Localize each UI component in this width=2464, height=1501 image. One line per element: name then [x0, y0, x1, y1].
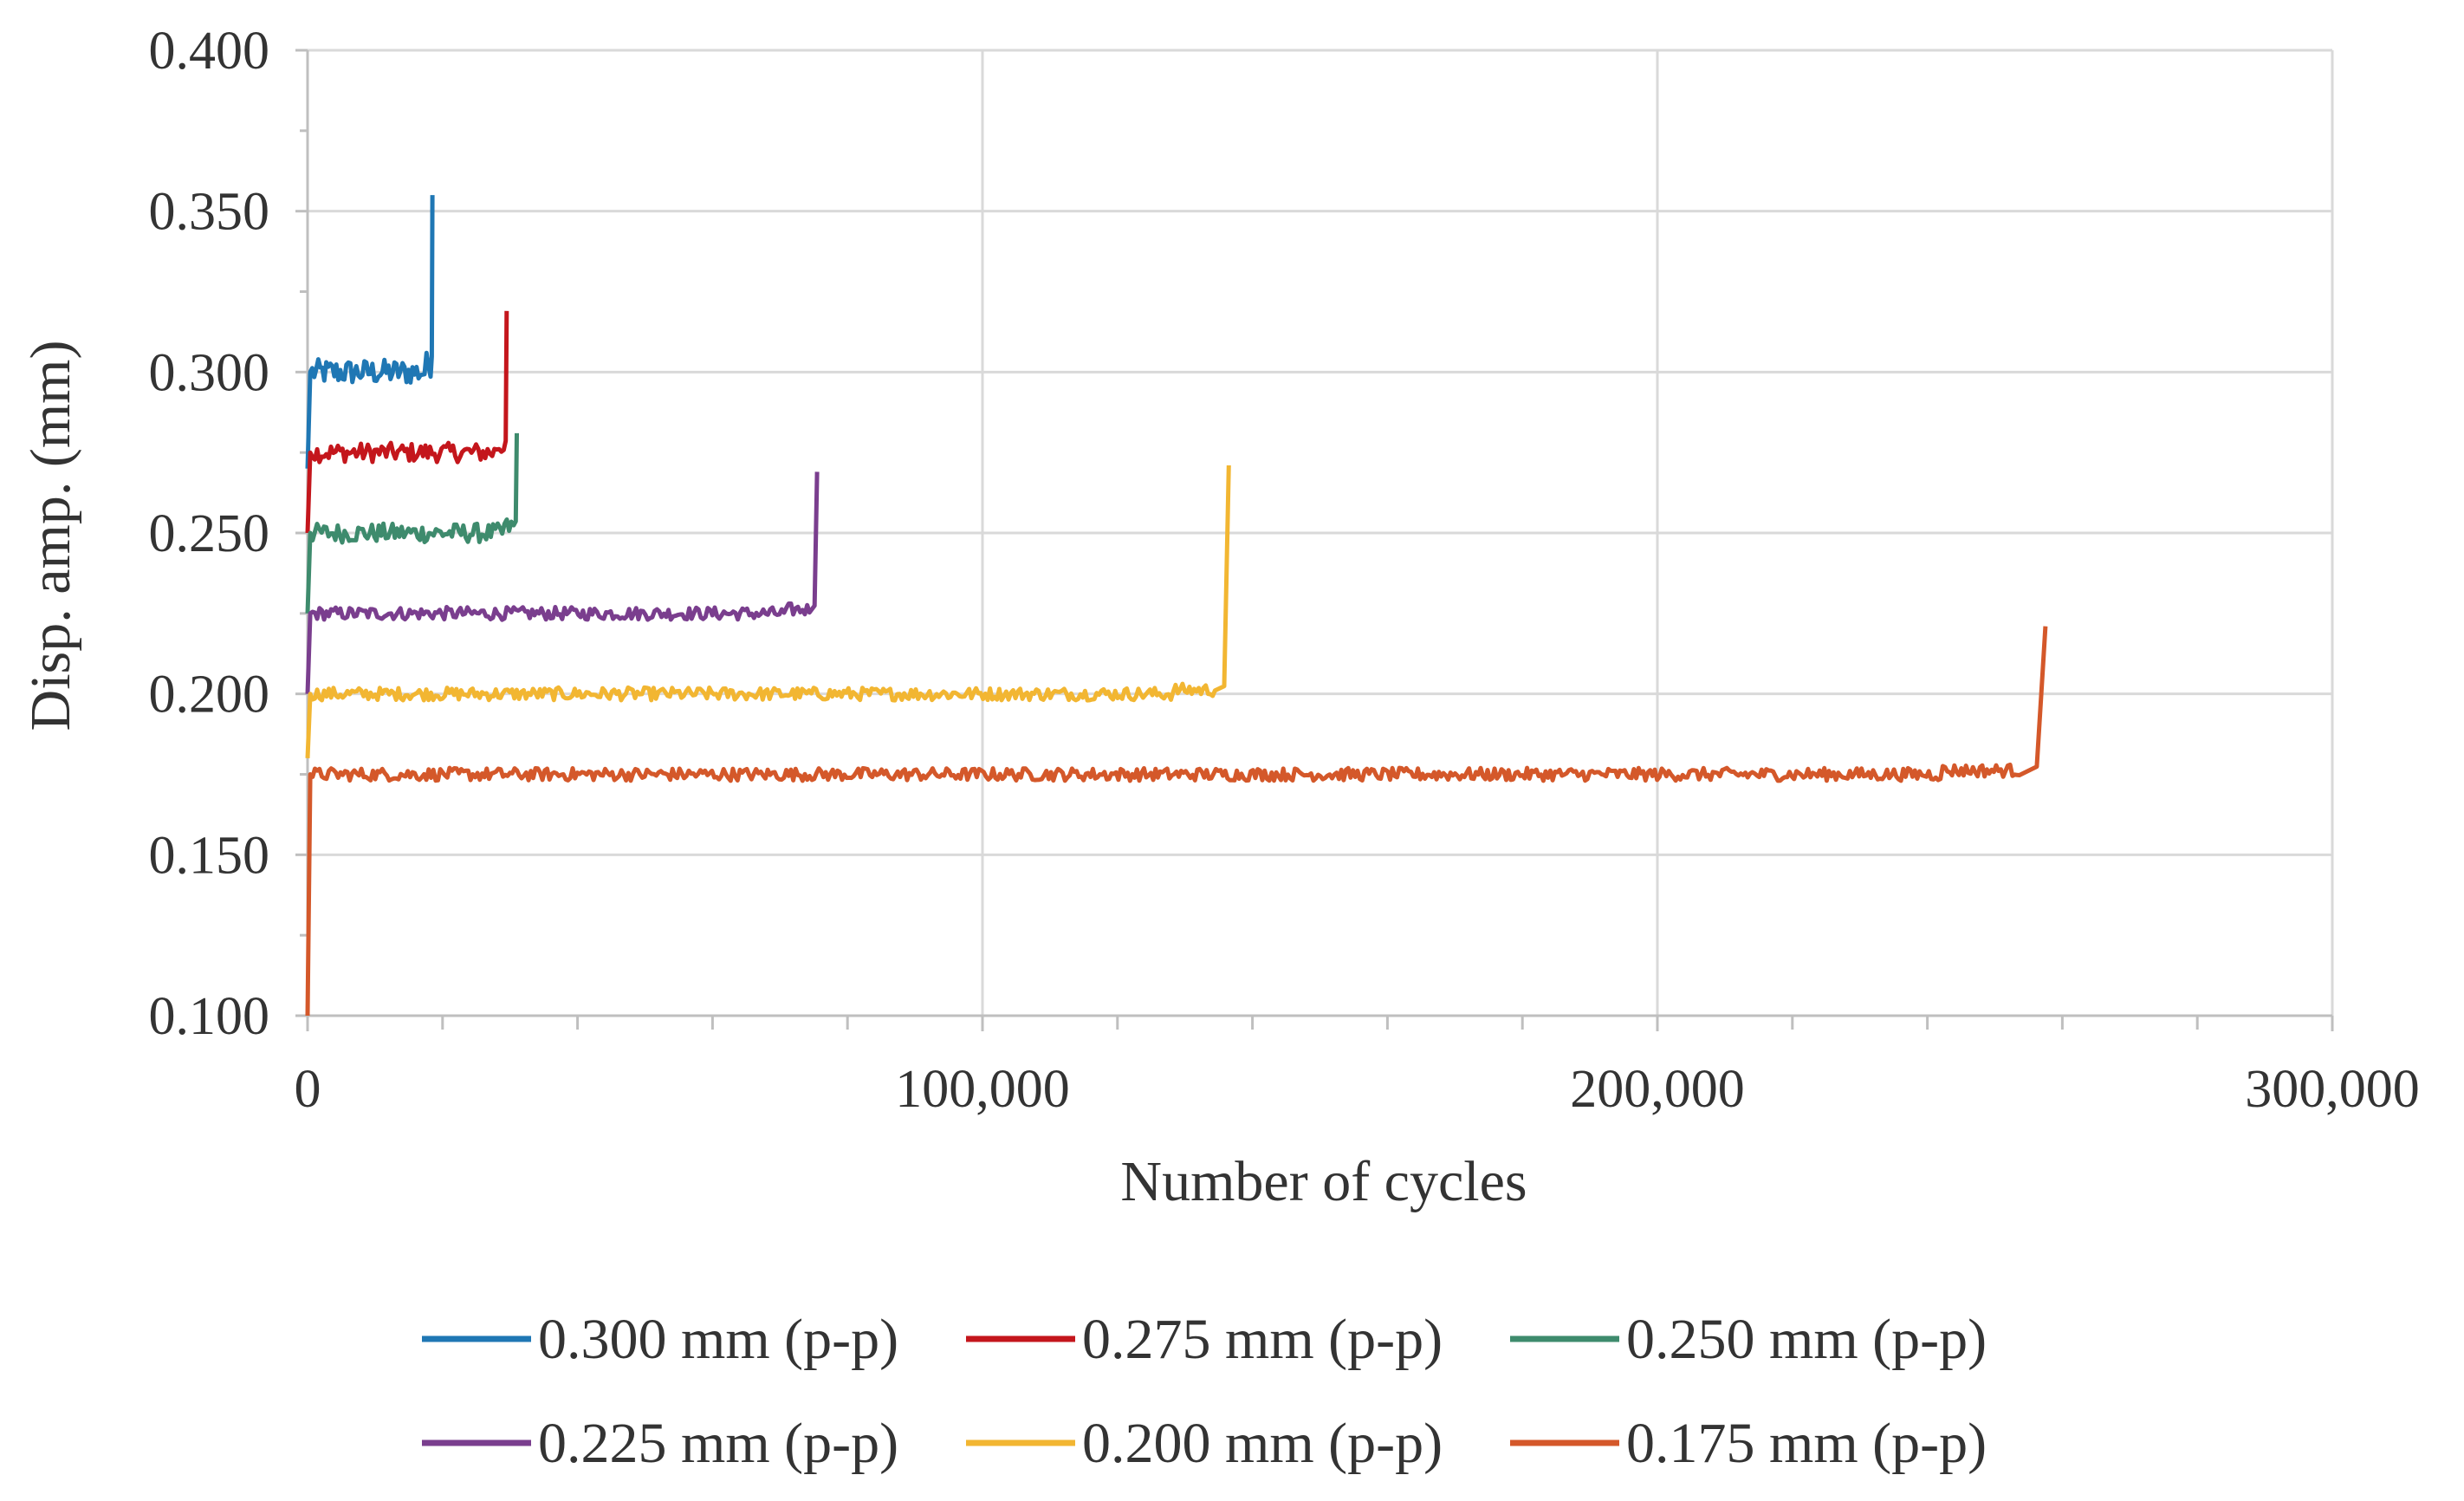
- x-tick-label: 300,000: [2245, 1060, 2420, 1119]
- y-tick-label: 0.250: [149, 504, 270, 563]
- y-tick-label: 0.350: [149, 183, 270, 242]
- series-layer: [305, 195, 2048, 1017]
- tick-label-layer: 0.100 0.150 0.200 0.250 0.300 0.350 0.400 0 100,…: [149, 22, 2420, 1119]
- legend-label-4: 0.200 mm (p-p): [1082, 1412, 1443, 1475]
- legend-label-0: 0.300 mm (p-p): [538, 1308, 898, 1371]
- axis-layer: [295, 49, 2334, 1031]
- y-tick-label: 0.400: [149, 22, 270, 81]
- x-tick-label: 0: [295, 1060, 321, 1119]
- x-axis-title: Number of cycles: [1120, 1150, 1527, 1213]
- series-line-0: [305, 195, 435, 469]
- legend-label-1: 0.275 mm (p-p): [1082, 1308, 1443, 1371]
- y-tick-label: 0.100: [149, 987, 270, 1046]
- legend-label-5: 0.175 mm (p-p): [1626, 1412, 1987, 1475]
- y-tick-label: 0.300: [149, 343, 270, 402]
- grid-layer: [308, 49, 2334, 1016]
- series-line-3: [305, 471, 820, 694]
- series-line-5: [305, 626, 2048, 1017]
- legend-label-2: 0.250 mm (p-p): [1626, 1308, 1987, 1371]
- x-tick-label: 200,000: [1570, 1060, 1745, 1119]
- legend-label-3: 0.225 mm (p-p): [538, 1412, 898, 1475]
- y-axis-title: Disp. amp. (mm): [19, 341, 82, 731]
- series-line-4: [305, 465, 1231, 759]
- series-line-2: [305, 432, 519, 614]
- legend: 0.300 mm (p-p) 0.275 mm (p-p) 0.250 mm (p-…: [422, 1308, 1987, 1475]
- series-line-1: [305, 310, 509, 534]
- y-tick-label: 0.150: [149, 826, 270, 885]
- x-tick-label: 100,000: [895, 1060, 1070, 1119]
- y-tick-label: 0.200: [149, 666, 270, 725]
